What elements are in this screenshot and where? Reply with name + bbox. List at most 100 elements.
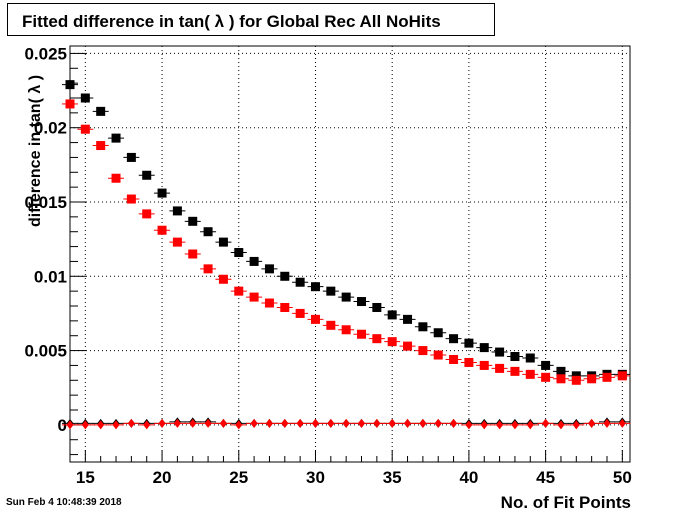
ticks [69,52,623,462]
y-tick-label: 0.025 [24,44,67,63]
x-tick-label: 25 [229,468,248,487]
data-point-square [326,320,336,330]
data-point-diamond [618,418,626,428]
x-tick-label: 15 [76,468,95,487]
data-point-square [126,194,136,204]
data-point-diamond [572,420,580,430]
data-point-diamond [112,420,120,430]
data-point-square [433,328,443,338]
data-point-square [403,341,413,351]
data-point-square [203,227,213,237]
data-point-square [357,297,367,307]
data-point-diamond [327,418,335,428]
data-point-square [188,216,198,226]
data-point-square [464,357,474,367]
data-point-square [203,264,213,274]
data-point-square [510,352,520,362]
data-point-square [80,93,90,103]
data-point-square [188,249,198,259]
data-point-diamond [127,418,135,428]
data-point-square [587,374,597,384]
data-point-diamond [219,418,227,428]
data-point-square [218,274,228,284]
x-tick-label: 45 [536,468,555,487]
data-point-diamond [342,418,350,428]
x-tick-label: 20 [153,468,172,487]
plot-frame [69,45,631,463]
data-point-square [234,248,244,258]
data-point-square [418,322,428,332]
data-point-square [65,99,75,109]
data-point-diamond [158,418,166,428]
data-point-square [172,206,182,216]
data-point-diamond [250,418,258,428]
data-point-diamond [450,418,458,428]
y-tick-label: 0.015 [24,193,67,212]
data-point-square [310,282,320,292]
y-axis-label: difference in tan( λ ) [27,74,44,227]
grid-lines [70,46,630,462]
axes [69,45,631,463]
data-point-diamond [265,418,273,428]
data-point-diamond [189,418,197,428]
data-point-diamond [311,418,319,428]
data-point-square [372,334,382,344]
x-axis-label: No. of Fit Points [500,493,631,512]
y-tick-label: 0.02 [34,119,67,138]
data-point-square [449,354,459,364]
data-point-diamond [388,418,396,428]
data-point-square [479,360,489,370]
data-point-diamond [235,420,243,430]
data-point-square [280,271,290,281]
data-point-square [310,314,320,324]
data-point-square [617,371,627,381]
data-point-diamond [496,420,504,430]
data-point-diamond [281,418,289,428]
data-point-square [357,329,367,339]
data-point-diamond [296,418,304,428]
data-point-square [264,298,274,308]
data-point-square [142,170,152,180]
data-point-diamond [173,418,181,428]
data-point-square [295,308,305,318]
data-point-diamond [603,418,611,428]
data-point-square [403,314,413,324]
data-point-square [541,360,551,370]
data-point-square [295,277,305,287]
data-point-diamond [373,418,381,428]
data-points [62,80,631,430]
y-tick-label: 0.01 [34,267,67,286]
x-tick-label: 35 [383,468,402,487]
data-point-square [449,334,459,344]
data-point-square [157,188,167,198]
data-point-square [341,292,351,302]
data-point-diamond [434,418,442,428]
data-point-square [387,310,397,320]
data-point-square [157,225,167,235]
data-point-square [479,343,489,353]
data-point-square [372,302,382,312]
data-point-square [96,141,106,151]
data-point-diamond [358,418,366,428]
data-point-square [142,209,152,219]
data-point-diamond [480,420,488,430]
data-point-square [249,292,259,302]
x-tick-label: 50 [613,468,632,487]
y-tick-label: 0.005 [24,342,67,361]
data-point-diamond [419,418,427,428]
data-point-square [556,374,566,384]
data-point-square [65,80,75,90]
data-point-square [111,173,121,183]
data-point-diamond [143,420,151,430]
data-point-square [387,337,397,347]
data-point-square [602,372,612,382]
data-point-diamond [204,418,212,428]
chart-title: Fitted difference in tan( λ ) for Global… [22,12,441,31]
data-point-square [495,347,505,357]
data-point-square [341,325,351,335]
data-point-square [433,350,443,360]
data-point-diamond [557,420,565,430]
x-tick-label: 30 [306,468,325,487]
data-point-square [495,363,505,373]
